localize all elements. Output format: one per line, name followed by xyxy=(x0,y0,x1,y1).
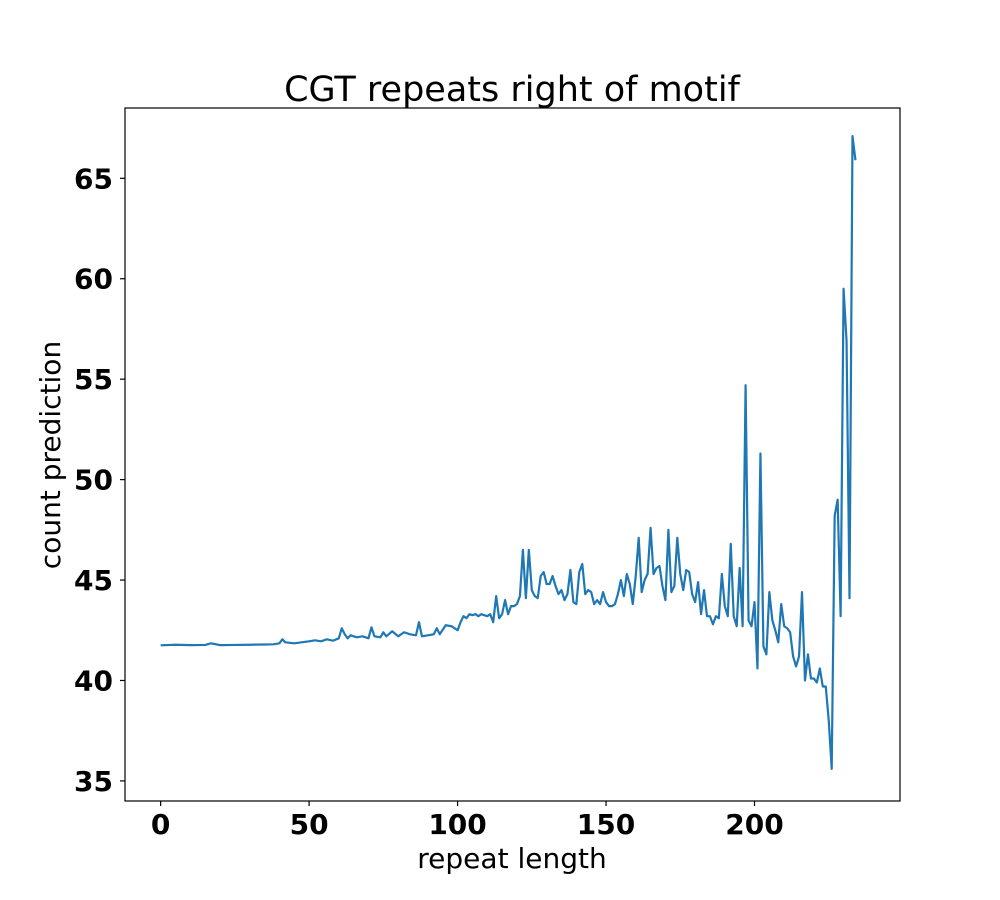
y-axis-ticks: 35 40 45 50 55 60 65 xyxy=(74,162,125,798)
y-tick-label: 45 xyxy=(74,564,113,597)
x-tick-label: 150 xyxy=(577,808,635,841)
x-tick-label: 50 xyxy=(290,808,329,841)
y-tick-label: 35 xyxy=(74,765,113,798)
y-tick-label: 40 xyxy=(74,664,113,697)
x-tick-label: 0 xyxy=(151,808,170,841)
chart-title: CGT repeats right of motif xyxy=(284,70,740,110)
x-tick-label: 100 xyxy=(428,808,486,841)
y-tick-label: 60 xyxy=(74,263,113,296)
plot-area xyxy=(160,135,857,770)
series-line-1 xyxy=(160,135,857,770)
plot-frame xyxy=(124,107,901,802)
x-axis-ticks: 0 50 100 150 200 xyxy=(151,801,784,841)
y-tick-label: 50 xyxy=(74,464,113,497)
x-tick-label: 200 xyxy=(725,808,783,841)
y-tick-label: 55 xyxy=(74,363,113,396)
y-axis-label: count prediction xyxy=(34,341,67,569)
y-tick-label: 65 xyxy=(74,162,113,195)
x-axis-label: repeat length xyxy=(417,842,606,875)
